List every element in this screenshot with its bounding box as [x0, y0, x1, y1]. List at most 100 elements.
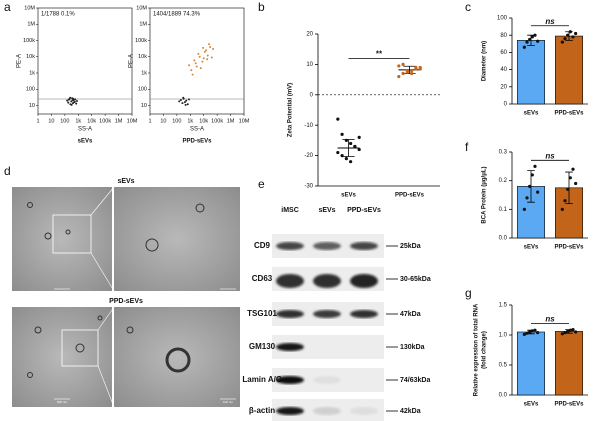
y-tick-label: 10: [141, 103, 147, 109]
scale-bar-label: 100 nm: [223, 290, 234, 294]
protein-label: Lamin A/C: [242, 375, 281, 384]
panel-label: e: [258, 177, 265, 191]
bar: [555, 331, 583, 396]
event-dot: [205, 49, 208, 52]
lane-label: iMSC: [281, 207, 299, 214]
x-tick-label: 1M: [227, 118, 235, 124]
y-tick-label: 1.0: [499, 333, 508, 339]
scale-bar-label: 500 nm: [57, 400, 68, 404]
x-tick-label: 1: [148, 118, 151, 124]
y-tick-label: 1.5: [499, 303, 508, 309]
data-point: [410, 68, 414, 73]
size-label: 47kDa: [400, 311, 421, 318]
y-axis-label: Diameter (nm): [482, 41, 488, 81]
tem-zoom: [114, 307, 240, 407]
event-dot: [66, 99, 69, 102]
data-point: [530, 173, 534, 177]
x-tick-label: 100: [172, 118, 181, 124]
data-point: [357, 135, 361, 139]
zoom-line: [97, 365, 115, 408]
data-point: [574, 181, 578, 186]
y-tick-label: 100: [497, 16, 508, 22]
event-dot: [186, 103, 189, 106]
y-tick-label: 10: [29, 103, 35, 109]
y-tick-label: 10k: [138, 54, 147, 60]
event-dot: [195, 65, 198, 68]
gate-annotation: 1404/1889 74.3%: [153, 12, 201, 18]
x-tick-label: 100k: [99, 118, 111, 124]
protein-label: GM130: [249, 342, 276, 351]
data-point: [533, 328, 537, 332]
event-dot: [202, 57, 205, 60]
x-tick-label: sEVs: [524, 402, 539, 408]
lane-label: PPD-sEVs: [347, 207, 381, 214]
event-dot: [191, 73, 194, 76]
y-tick-label: 100k: [23, 38, 35, 44]
blot-band: [276, 376, 304, 384]
event-dot: [203, 50, 206, 53]
event-dot: [194, 62, 197, 65]
data-point: [566, 33, 570, 37]
event-dot: [73, 100, 76, 103]
y-tick-label: 0.2: [499, 178, 508, 184]
data-point: [522, 332, 526, 336]
x-tick-label: sEVs: [524, 245, 539, 251]
blot-band: [350, 310, 378, 318]
event-dot: [70, 100, 73, 103]
data-point: [418, 67, 422, 71]
event-dot: [190, 69, 193, 72]
x-tick-label: PPD-sEVs: [554, 111, 584, 117]
y-tick-label: 40: [500, 67, 507, 73]
x-tick-label: PPD-sEVs: [554, 245, 584, 251]
event-dot: [67, 101, 70, 104]
data-point: [566, 187, 570, 191]
data-point: [353, 144, 357, 149]
data-point: [525, 196, 529, 200]
event-dot: [181, 102, 184, 105]
data-point: [536, 331, 540, 335]
data-point: [566, 329, 570, 333]
event-dot: [70, 103, 73, 106]
y-tick-label: 60: [500, 50, 507, 56]
event-dot: [183, 101, 186, 104]
event-dot: [74, 98, 77, 101]
x-tick-label: 10k: [199, 118, 208, 124]
data-point: [522, 207, 526, 211]
y-tick-label: 0.1: [499, 207, 508, 213]
x-tick-label: 1k: [75, 118, 81, 124]
x-tick-label: 1: [36, 118, 39, 124]
zoom-line: [90, 252, 115, 292]
data-point: [349, 160, 353, 164]
data-point: [397, 74, 401, 79]
data-point: [340, 132, 344, 136]
tem-label: PPD-sEVs: [109, 298, 143, 305]
data-point: [563, 199, 567, 203]
blot-band: [276, 274, 304, 288]
y-tick-label: 20: [500, 84, 507, 90]
blot-band: [313, 310, 341, 318]
y-axis-label: (fold change): [482, 331, 488, 369]
y-tick-label: 1k: [141, 70, 147, 76]
y-tick-label: 100: [26, 87, 35, 93]
tem-image: [12, 187, 112, 291]
protein-label: β-actin: [249, 406, 275, 415]
data-point: [574, 31, 578, 36]
data-point: [533, 33, 537, 37]
data-point: [344, 138, 348, 142]
y-axis-label: PE-A: [129, 54, 135, 68]
blot-band: [313, 242, 341, 250]
plot-frame: [149, 7, 245, 115]
y-tick-label: 80: [500, 33, 507, 39]
bar: [517, 40, 545, 105]
error-bar: [403, 65, 416, 74]
data-point: [340, 154, 344, 158]
y-axis-label: PE-A: [17, 54, 23, 68]
data-point: [397, 64, 401, 68]
y-tick-label: -10: [304, 123, 313, 129]
data-point: [525, 40, 529, 44]
event-dot: [210, 56, 213, 59]
data-point: [571, 328, 575, 332]
data-point: [344, 157, 348, 161]
data-point: [414, 65, 418, 70]
event-dot: [199, 67, 202, 70]
